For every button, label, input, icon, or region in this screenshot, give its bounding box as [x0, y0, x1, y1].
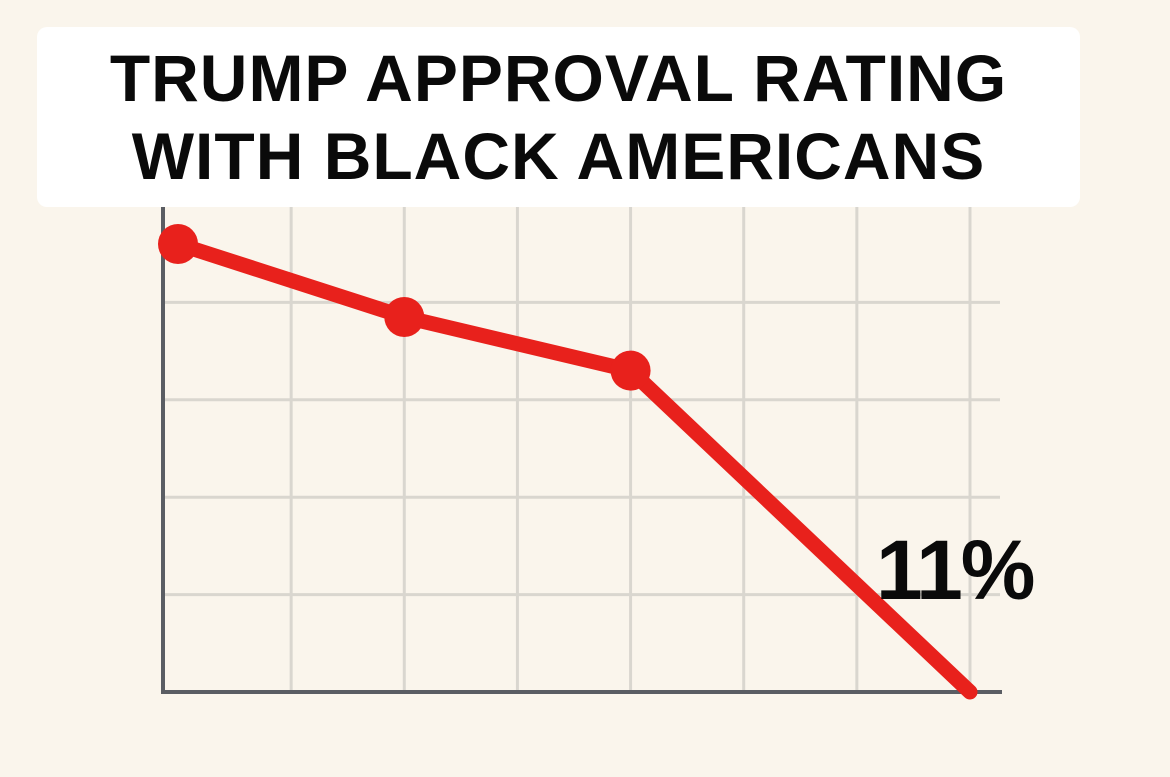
series	[158, 223, 978, 700]
data-point-1	[384, 297, 425, 338]
value-annotation: 11%	[876, 523, 1035, 617]
axes	[161, 203, 1002, 694]
grid	[163, 205, 1000, 692]
data-point-2	[610, 350, 651, 391]
data-point-0	[158, 223, 198, 264]
chart-title-line-1: TRUMP APPROVAL RATING	[109, 41, 1008, 115]
chart-title-line-2: WITH BLACK AMERICANS	[131, 119, 986, 193]
series-line-0	[170, 236, 978, 700]
title-box: TRUMP APPROVAL RATING WITH BLACK AMERICA…	[37, 27, 1080, 207]
